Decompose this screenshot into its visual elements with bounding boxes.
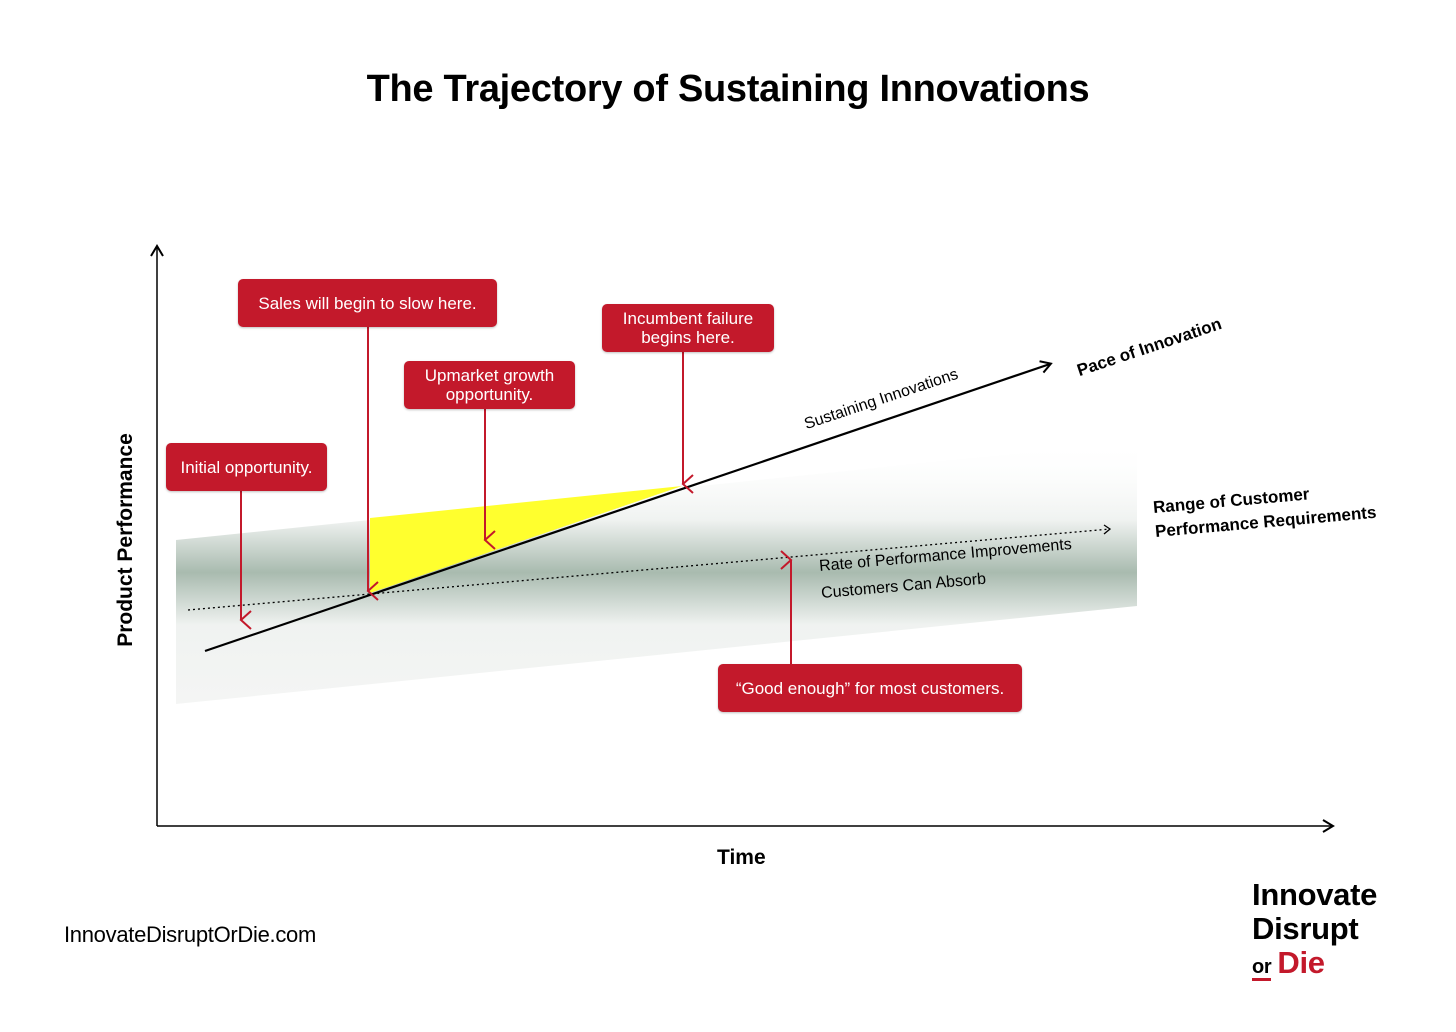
brand-logo: Innovate Disrupt or Die xyxy=(1252,878,1377,984)
callout-initial-opportunity: Initial opportunity. xyxy=(166,443,327,491)
footer-website: InnovateDisruptOrDie.com xyxy=(64,922,317,947)
customer-range-band xyxy=(176,441,1137,704)
callout-incumbent-failure: Incumbent failure begins here. xyxy=(602,304,774,352)
brand-or: or xyxy=(1252,956,1272,981)
x-axis-label: Time xyxy=(717,846,766,869)
brand-die: Die xyxy=(1277,945,1325,980)
customer-absorb-line xyxy=(187,528,1111,611)
callout-good-enough: “Good enough” for most customers. xyxy=(718,664,1022,712)
callout-sales-slow: Sales will begin to slow here. xyxy=(238,279,497,327)
upmarket-growth-area xyxy=(370,486,682,593)
brand-line-disrupt: Disrupt xyxy=(1252,911,1359,946)
diagram-title: The Trajectory of Sustaining Innovations xyxy=(366,68,1090,110)
customer-absorb-arrowhead xyxy=(1103,524,1112,535)
callout-upmarket-growth: Upmarket growth opportunity. xyxy=(404,361,575,409)
sustaining-innovation-line xyxy=(204,360,1053,653)
y-axis-label: Product Performance xyxy=(114,433,137,647)
brand-line-or-die: or Die xyxy=(1252,946,1377,984)
brand-line-innovate: Innovate xyxy=(1252,877,1378,912)
